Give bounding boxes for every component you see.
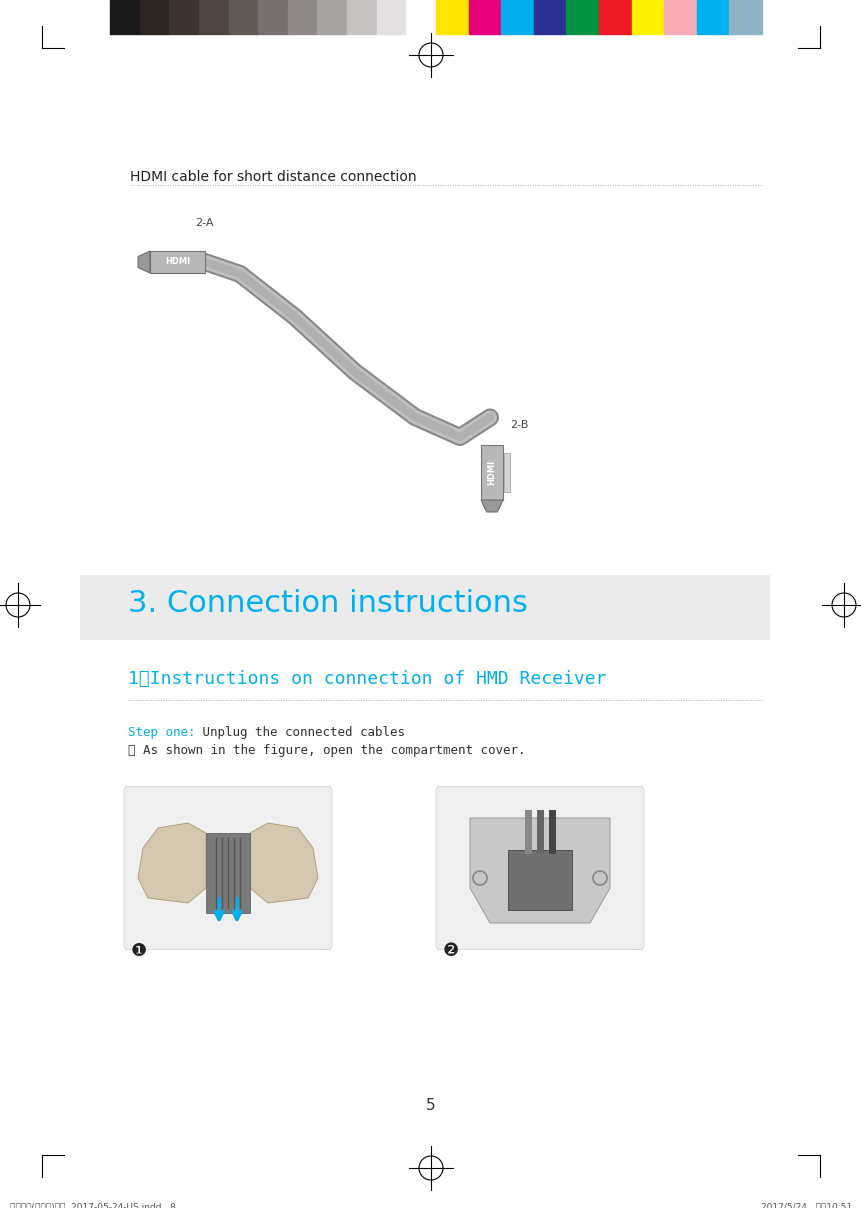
Bar	[468, 0, 500, 34]
Text: Unplug the connected cables: Unplug the connected cables	[195, 726, 405, 739]
Text: HDMI cable for short distance connection: HDMI cable for short distance connection	[130, 170, 416, 184]
Text: 新版印刷(无蓝牙)英文  2017-05-24-US.indd   8: 新版印刷(无蓝牙)英文 2017-05-24-US.indd 8	[10, 1202, 176, 1208]
Polygon shape	[138, 251, 150, 273]
FancyBboxPatch shape	[124, 786, 331, 949]
Bar	[288, 0, 317, 34]
Bar	[150, 251, 205, 273]
Bar	[139, 0, 169, 34]
Polygon shape	[480, 500, 503, 512]
Bar	[110, 0, 139, 34]
Text: 2-B: 2-B	[510, 420, 528, 430]
Text: ❶: ❶	[131, 941, 147, 959]
Bar	[728, 0, 761, 34]
Bar	[376, 0, 406, 34]
Bar	[80, 575, 769, 640]
Bar	[598, 0, 631, 34]
Text: ❷: ❷	[443, 941, 459, 959]
Bar	[504, 453, 510, 492]
Bar	[169, 0, 199, 34]
Text: ① As shown in the figure, open the compartment cover.: ① As shown in the figure, open the compa…	[127, 744, 525, 757]
Bar	[436, 0, 468, 34]
Bar	[566, 0, 598, 34]
Bar	[500, 0, 533, 34]
Bar	[347, 0, 376, 34]
Polygon shape	[469, 818, 610, 923]
Text: 5: 5	[425, 1098, 436, 1113]
Bar	[199, 0, 228, 34]
Text: 3. Connection instructions: 3. Connection instructions	[127, 590, 527, 618]
Bar	[406, 0, 436, 34]
Polygon shape	[138, 823, 206, 904]
Bar	[258, 0, 288, 34]
Text: 2017/5/24   上午10:51: 2017/5/24 上午10:51	[760, 1202, 851, 1208]
Text: Step one:: Step one:	[127, 726, 195, 739]
Text: 1、Instructions on connection of HMD Receiver: 1、Instructions on connection of HMD Rece…	[127, 670, 606, 689]
Bar	[480, 445, 503, 500]
Text: 2-A: 2-A	[195, 217, 214, 228]
Bar	[696, 0, 728, 34]
Bar	[631, 0, 664, 34]
Bar	[317, 0, 347, 34]
Bar	[507, 850, 572, 910]
Polygon shape	[250, 823, 318, 904]
Text: HDMI: HDMI	[164, 257, 189, 267]
Bar	[533, 0, 566, 34]
FancyBboxPatch shape	[436, 786, 643, 949]
Bar	[228, 0, 258, 34]
Bar	[206, 834, 250, 913]
Text: HDMI: HDMI	[487, 460, 496, 486]
Bar	[664, 0, 696, 34]
